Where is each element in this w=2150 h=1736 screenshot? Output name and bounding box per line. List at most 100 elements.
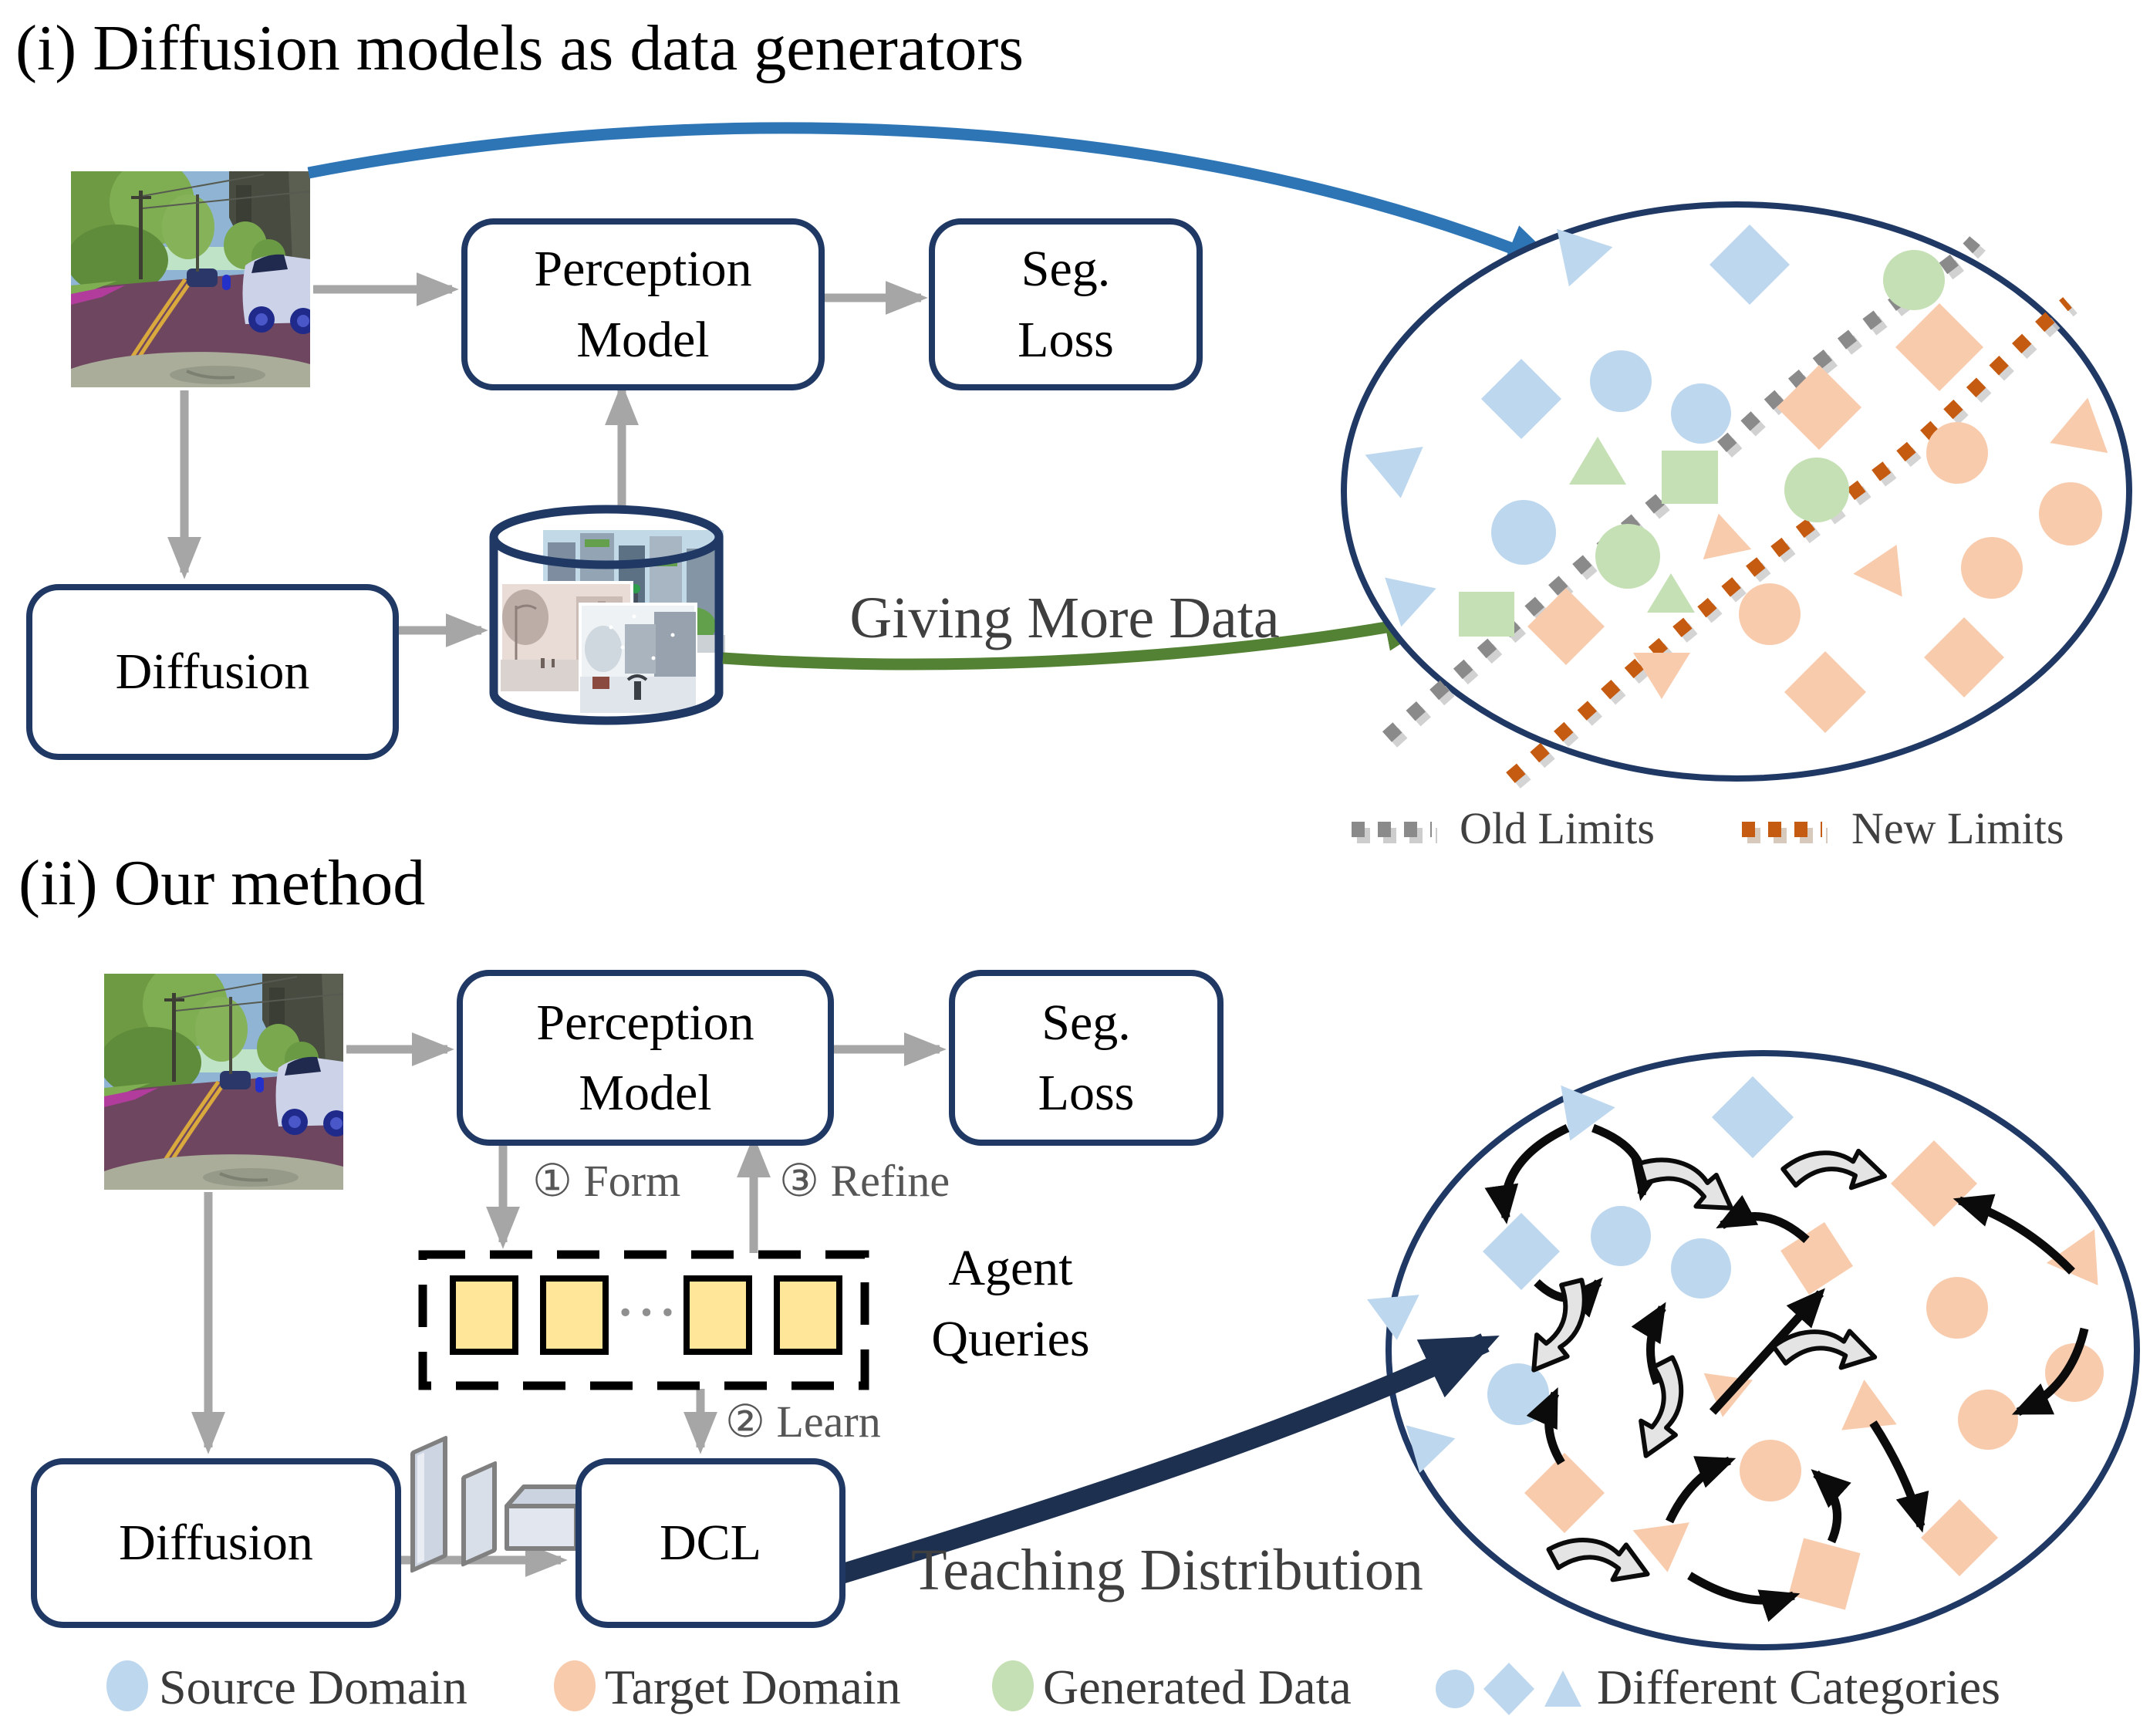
seg-loss-box-2: Seg. Loss bbox=[949, 970, 1224, 1146]
source-shape-triangle bbox=[1561, 1085, 1615, 1141]
blue-data-arrow bbox=[307, 122, 1564, 271]
agent-queries-line2: Queries bbox=[931, 1311, 1090, 1368]
source-shape-diamond bbox=[1483, 1213, 1560, 1290]
legend-target-domain: Target Domain bbox=[605, 1660, 901, 1714]
source-street-image-1 bbox=[42, 159, 316, 387]
old-limits-line bbox=[1382, 236, 1980, 742]
target-shape-triangle bbox=[1841, 1380, 1897, 1430]
target-shape-diamond bbox=[1924, 617, 2004, 697]
source-shape-triangle bbox=[1366, 1295, 1419, 1340]
target-shape-square bbox=[1788, 1538, 1861, 1610]
generated-photo-snowy bbox=[579, 603, 697, 714]
diffusion-box-1: Diffusion bbox=[26, 584, 399, 760]
seg-loss-box-1: Seg. Loss bbox=[929, 218, 1203, 390]
seg-loss-label: Loss bbox=[1018, 311, 1114, 368]
section-i-title: (i) Diffusion models as data generators bbox=[15, 12, 1024, 84]
target-shape-diamond bbox=[1527, 588, 1605, 665]
generated-shape-triangle bbox=[1569, 437, 1626, 485]
generated-shape-circle bbox=[1595, 524, 1660, 589]
source-shape-circle bbox=[1671, 383, 1731, 444]
agent-queries-line1: Agent bbox=[948, 1240, 1073, 1296]
dcl-label: DCL bbox=[660, 1515, 761, 1572]
target-shape-circle bbox=[1740, 1440, 1801, 1501]
diffusion-box-2: Diffusion bbox=[31, 1458, 401, 1628]
source-shape-circle bbox=[1591, 1206, 1651, 1266]
source-shape-circle bbox=[1590, 350, 1652, 412]
query-slot bbox=[683, 1275, 752, 1355]
target-shape-diamond bbox=[1895, 303, 1983, 391]
source-shape-circle bbox=[1671, 1238, 1731, 1299]
target-shape-circle bbox=[1926, 1277, 1988, 1339]
target-shape-circle bbox=[1926, 422, 1988, 484]
target-shape-circle bbox=[1961, 537, 2023, 599]
diffusion-label: Diffusion bbox=[115, 643, 310, 701]
target-shape-triangle bbox=[1703, 513, 1752, 560]
generated-database-cylinder bbox=[489, 505, 727, 725]
category-triangle-swatch bbox=[1544, 1670, 1581, 1707]
generated-shape-square bbox=[1662, 451, 1718, 504]
agent-queries-container bbox=[418, 1250, 869, 1390]
new-limits-line bbox=[1506, 297, 2072, 783]
legend-source-domain: Source Domain bbox=[159, 1660, 467, 1714]
query-ellipsis: ··· bbox=[617, 1285, 681, 1339]
perception-model-label: Perception bbox=[536, 994, 754, 1051]
new-limits-label: New Limits bbox=[1851, 803, 2064, 853]
target-shape-circle bbox=[1958, 1390, 2018, 1450]
distribution-ellipse-2 bbox=[1366, 1050, 2140, 1650]
seg-loss-label: Seg. bbox=[1041, 994, 1131, 1051]
legend-generated-data: Generated Data bbox=[1043, 1660, 1352, 1714]
query-slot bbox=[774, 1275, 842, 1355]
generated-shape-triangle bbox=[1647, 573, 1695, 613]
target-shape-triangle bbox=[2050, 397, 2108, 454]
legend-different-categories: Different Categories bbox=[1597, 1660, 2001, 1714]
generated-shape-square bbox=[1459, 592, 1514, 637]
category-diamond-swatch bbox=[1483, 1663, 1534, 1715]
old-limits-label: Old Limits bbox=[1460, 803, 1655, 853]
step-learn-label: ② Learn bbox=[725, 1397, 881, 1447]
target-domain-swatch bbox=[554, 1660, 596, 1711]
old-limits-shadow bbox=[1387, 241, 1986, 748]
source-street-image-2 bbox=[76, 961, 349, 1190]
perception-model-box-2: Perception Model bbox=[457, 970, 834, 1146]
step-refine-label: ③ Refine bbox=[779, 1156, 950, 1206]
source-domain-swatch bbox=[106, 1660, 148, 1711]
section-ii-title: (ii) Our method bbox=[19, 847, 426, 919]
giving-more-data-label: Giving More Data bbox=[849, 586, 1280, 650]
target-shape-diamond bbox=[1780, 1222, 1853, 1295]
new-limits-shadow bbox=[1511, 302, 2077, 789]
perception-model-label: Perception bbox=[534, 241, 752, 298]
navy-teaching-arrow bbox=[833, 1333, 1500, 1586]
target-shape-circle bbox=[2039, 482, 2102, 545]
target-shape-triangle bbox=[1633, 653, 1690, 699]
query-slot bbox=[450, 1275, 518, 1355]
target-shape-circle bbox=[1739, 583, 1801, 645]
feature-maps-icon bbox=[410, 1436, 596, 1573]
distribution-ellipse-1 bbox=[1341, 201, 2132, 789]
diffusion-label: Diffusion bbox=[119, 1515, 313, 1572]
seg-loss-label: Loss bbox=[1038, 1065, 1135, 1121]
seg-loss-label: Seg. bbox=[1021, 241, 1111, 298]
target-shape-diamond bbox=[1524, 1453, 1605, 1533]
category-circle-swatch bbox=[1436, 1670, 1474, 1708]
perception-model-label: Model bbox=[576, 311, 710, 368]
source-shape-triangle bbox=[1406, 1425, 1456, 1473]
source-shape-circle bbox=[1491, 500, 1556, 565]
green-giving-arrow bbox=[722, 605, 1443, 670]
perception-model-label: Model bbox=[579, 1065, 712, 1121]
source-shape-diamond bbox=[1712, 1076, 1794, 1158]
dcl-box: DCL bbox=[575, 1458, 845, 1628]
source-shape-triangle bbox=[1385, 577, 1436, 627]
query-slot bbox=[540, 1275, 609, 1355]
perception-model-box-1: Perception Model bbox=[461, 218, 825, 390]
agent-queries-label: Agent Queries bbox=[879, 1233, 1142, 1376]
target-shape-triangle bbox=[1632, 1522, 1689, 1572]
target-shape-diamond bbox=[1784, 651, 1866, 733]
generated-shape-circle bbox=[1883, 250, 1945, 310]
target-shape-diamond bbox=[1921, 1499, 1998, 1576]
target-shape-triangle bbox=[2046, 1229, 2098, 1285]
source-shape-triangle bbox=[1365, 446, 1423, 498]
target-shape-triangle bbox=[1853, 544, 1902, 597]
source-shape-circle bbox=[1487, 1363, 1549, 1425]
